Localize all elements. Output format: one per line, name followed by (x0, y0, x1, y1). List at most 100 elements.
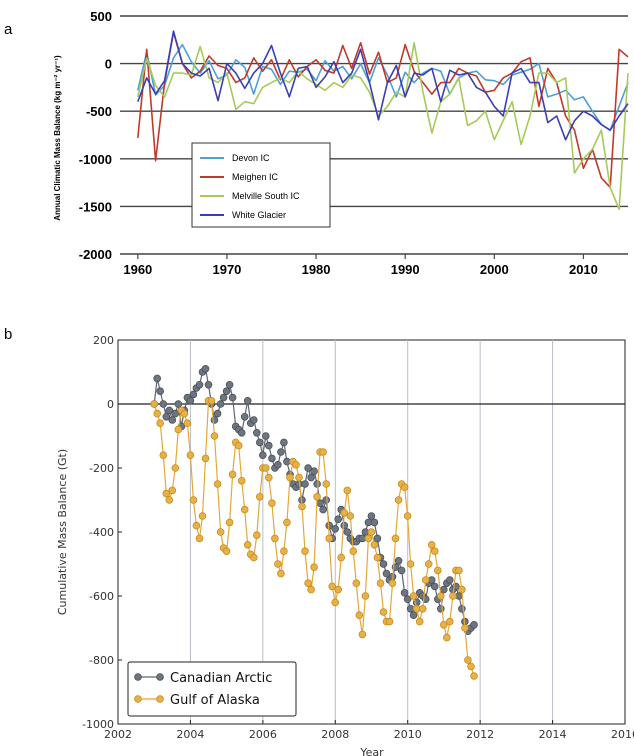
chart-b-xtick-label: 2006 (249, 728, 277, 741)
chart-a-ytick-label: 0 (105, 57, 112, 72)
chart-b-point-1 (436, 592, 445, 600)
chart-b-point-0 (210, 416, 219, 424)
chart-a-ylabel: Annual Climatic Mass Balance (kg m⁻² yr⁻… (53, 55, 62, 221)
chart-b-point-1 (286, 473, 294, 482)
chart-a-ytick-label: -1500 (79, 199, 112, 214)
chart-b-point-1 (261, 464, 270, 472)
chart-a-xtick-label: 2000 (480, 262, 509, 277)
chart-b-point-0 (240, 412, 249, 421)
chart-b-point-1 (207, 396, 216, 405)
chart-b-ytick-label: -400 (89, 526, 114, 539)
chart-b-point-1 (421, 576, 430, 584)
chart-a-xtick-label: 2010 (569, 262, 598, 277)
chart-b-ytick-label: -200 (89, 462, 114, 475)
chart-b-ytick-label: -800 (89, 654, 114, 667)
chart-b-point-1 (234, 441, 243, 450)
chart-b-point-0 (201, 364, 210, 373)
chart-b-point-0 (439, 585, 448, 594)
chart-b-point-1 (195, 534, 204, 543)
chart-b-point-0 (331, 524, 340, 533)
chart-b-point-0 (162, 412, 171, 421)
chart-b-point-1 (240, 505, 249, 514)
chart-b-point-1 (228, 470, 237, 479)
chart-a-xtick-label: 1990 (391, 262, 420, 277)
chart-b-point-0 (458, 604, 466, 613)
chart-b-point-0 (379, 560, 388, 568)
chart-b-point-0 (252, 428, 261, 437)
chart-b-point-0 (277, 448, 285, 456)
chart-b-point-1 (310, 563, 318, 571)
chart-b-point-1 (295, 473, 303, 482)
chart-b-point-1 (189, 496, 198, 504)
chart-b-point-1 (159, 451, 168, 460)
chart-b-ticks: 2002 2004 2006 2008 2010 2012 2014 2016 200 0 -200… (82, 334, 634, 741)
chart-b-point-1 (424, 560, 433, 568)
chart-b-series (150, 364, 478, 680)
chart-b-point-1 (307, 585, 315, 594)
chart-b-legend-marker (134, 673, 142, 681)
chart-b-point-1 (322, 480, 331, 488)
chart-b-point-1 (367, 528, 376, 536)
chart-b-point-1 (406, 560, 415, 568)
chart-b-point-0 (280, 438, 288, 447)
chart-b-point-1 (153, 409, 162, 418)
chart-b-legend-box (127, 661, 297, 717)
chart-b-point-1 (225, 518, 234, 527)
chart-b-point-0 (186, 396, 195, 405)
chart-b-point-1 (301, 547, 309, 555)
chart-b-point-1 (458, 585, 466, 594)
chart-b-point-1 (213, 480, 222, 488)
chart-a-ticks: 500 0 -500 -1000 -1500 -2000 1960 1970 1980 1990 2… (79, 9, 598, 277)
chart-b-point-1 (403, 512, 412, 520)
chart-b-point-0 (237, 428, 246, 437)
chart-b-point-0 (222, 387, 231, 396)
chart-b-point-0 (213, 409, 222, 418)
chart-b-point-0 (394, 556, 403, 565)
chart-b-point-1 (361, 592, 370, 600)
chart-b-point-0 (316, 499, 324, 508)
chart-b-point-0 (153, 374, 162, 383)
chart-b-point-1 (237, 476, 246, 485)
chart-b-point-0 (165, 406, 174, 415)
chart-b-point-0 (159, 400, 168, 408)
chart-b-point-0 (171, 409, 180, 418)
chart-b-point-0 (228, 393, 237, 402)
chart-b-point-0 (373, 534, 382, 543)
chart-b-point-1 (304, 579, 312, 587)
chart-b-point-1 (165, 496, 174, 504)
chart-b-point-1 (394, 496, 403, 504)
chart-b-xtick-label: 2014 (539, 728, 567, 741)
chart-a-ytick-label: -2000 (79, 247, 112, 262)
chart-b-point-0 (310, 467, 318, 476)
chart-b-point-1 (274, 560, 282, 568)
chart-b-point-1 (250, 553, 258, 562)
chart-b-point-0 (174, 400, 183, 408)
chart-b-point-1 (150, 400, 159, 408)
chart-b-point-1 (349, 547, 358, 555)
chart-b-point-0 (268, 454, 276, 463)
chart-b-point-0 (255, 438, 264, 447)
chart-a-series-line-3 (137, 30, 629, 141)
chart-b-point-1 (298, 502, 306, 511)
chart-b-point-1 (277, 569, 285, 578)
chart-b-point-1 (192, 521, 201, 530)
chart-b-point-1 (198, 512, 207, 520)
chart-b-point-0 (382, 569, 391, 578)
chart-b-point-0 (436, 604, 445, 613)
chart-b-point-0 (370, 518, 379, 527)
chart-b-point-1 (168, 486, 177, 495)
chart-b-xtick-label: 2010 (394, 728, 422, 741)
chart-b-xlabel: Year (359, 746, 384, 756)
chart-b-point-1 (252, 531, 261, 539)
chart-b-point-0 (400, 588, 409, 597)
chart-b-point-0 (219, 393, 228, 402)
chart-b-point-1 (264, 473, 273, 482)
chart-b-point-0 (397, 566, 406, 575)
chart-b-point-1 (334, 585, 343, 594)
panel-b-letter: b (4, 326, 12, 343)
chart-b-point-1 (331, 598, 340, 607)
chart-b-point-1 (355, 611, 364, 619)
chart-b-point-0 (409, 611, 418, 619)
chart-b-point-0 (168, 416, 177, 424)
chart-b-point-1 (409, 592, 418, 600)
